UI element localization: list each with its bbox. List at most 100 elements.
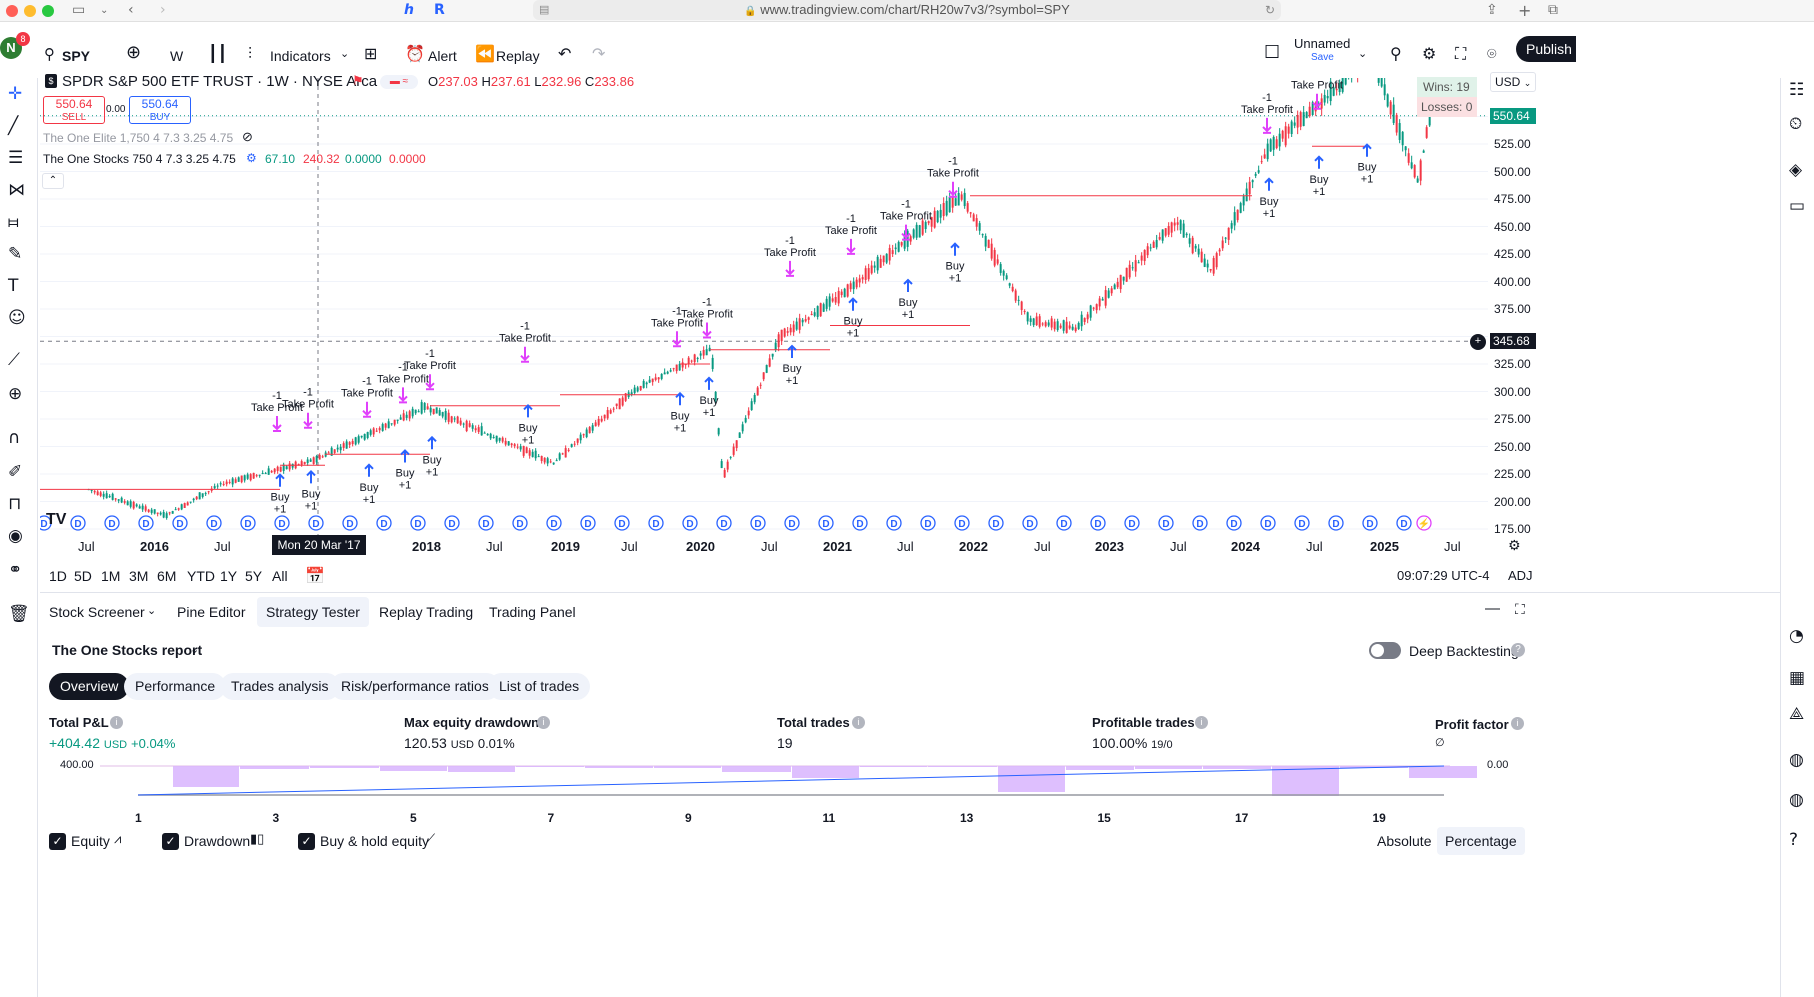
new-tab-icon[interactable]: + [1518, 1, 1532, 20]
subtab-list-of-trades[interactable]: List of trades [488, 673, 591, 700]
timeframe-all[interactable]: All [272, 568, 288, 584]
forward-icon[interactable]: › [160, 2, 166, 18]
axis-settings-icon[interactable]: ⚙ [1508, 538, 1521, 554]
minimize-window-button[interactable] [24, 5, 36, 17]
date-range-icon[interactable]: 📅 [305, 566, 325, 585]
chevron-down-icon[interactable]: ⌄ [1358, 47, 1368, 60]
info-icon[interactable]: i [1195, 716, 1208, 729]
symbol-search[interactable]: SPY [62, 48, 91, 64]
prediction-icon[interactable]: ⧦ [8, 212, 19, 232]
redo-icon[interactable]: ↷ [592, 44, 606, 63]
chevron-down-icon[interactable]: ⌄ [100, 5, 109, 16]
settings-dots-icon[interactable]: ⚙ [246, 151, 257, 165]
timeframe-1y[interactable]: 1Y [220, 568, 238, 584]
buy-button[interactable]: 550.64 BUY [129, 96, 191, 124]
zoom-window-button[interactable] [42, 5, 54, 17]
alerts-icon[interactable]: ⏲ [1789, 114, 1803, 134]
layout-name[interactable]: Unnamed [1294, 36, 1351, 51]
fib-icon[interactable]: ☰ [8, 148, 24, 168]
report-title[interactable]: The One Stocks report [52, 642, 203, 658]
templates-icon[interactable]: ⊞ [364, 44, 378, 63]
layout-save[interactable]: Save [1311, 52, 1334, 63]
link-icon[interactable]: ⚭ [8, 560, 23, 580]
layout-icon[interactable]: ☐ [1264, 42, 1281, 63]
reload-icon[interactable]: ↻ [1264, 3, 1275, 17]
watchlist-icon[interactable]: ☷ [1789, 80, 1805, 100]
interval-button[interactable]: W [170, 48, 184, 64]
eye-hidden-icon[interactable]: ⊘ [242, 129, 253, 144]
equity-checkbox[interactable]: ✓ [49, 833, 66, 850]
zoom-icon[interactable]: ⊕ [8, 384, 23, 404]
candles-icon[interactable]: ┃┃ [208, 44, 228, 63]
speed-icon[interactable]: ◔ [1789, 626, 1804, 646]
undo-icon[interactable]: ↶ [558, 44, 572, 63]
signal-icon[interactable]: ◍ [1789, 750, 1804, 770]
minimize-panel-icon[interactable]: — [1485, 600, 1500, 617]
help-icon[interactable]: ? [1789, 830, 1799, 850]
eye-icon[interactable]: ◉ [8, 526, 23, 546]
compare-symbol-icon[interactable]: ⊕ [126, 42, 142, 63]
crosshair-icon[interactable]: ✛ [8, 84, 23, 104]
subtab-overview[interactable]: Overview [49, 673, 130, 700]
indicator-2[interactable]: The One Stocks 750 4 7.3 3.25 4.75 [43, 152, 236, 166]
collapse-icon[interactable]: ▬ ≈ [380, 75, 418, 89]
panel-tab-trading-panel[interactable]: Trading Panel [489, 604, 576, 620]
tv-logo[interactable]: TV [46, 511, 67, 528]
indicator-1[interactable]: The One Elite 1,750 4 7.3 3.25 4.75 [43, 131, 234, 145]
lock-icon[interactable]: ⊓ [8, 494, 22, 514]
deep-backtesting-toggle[interactable] [1369, 642, 1401, 659]
info-icon[interactable]: ? [1511, 643, 1525, 657]
text-icon[interactable]: T [8, 276, 19, 296]
trendline-icon[interactable]: ╱ [8, 116, 19, 136]
alert-button[interactable]: Alert [428, 48, 457, 64]
info-icon[interactable]: i [1511, 717, 1524, 730]
timeframe-5d[interactable]: 5D [74, 568, 92, 584]
panel-tab-pine-editor[interactable]: Pine Editor [177, 604, 246, 620]
subtab-trades-analysis[interactable]: Trades analysis [220, 673, 340, 700]
settings-gear-icon[interactable]: ⚙ [1422, 44, 1437, 63]
maximize-panel-icon[interactable]: ⛶ [1515, 602, 1525, 618]
currency-select[interactable]: USD ⌄ [1490, 72, 1536, 92]
back-icon[interactable]: ‹ [128, 2, 134, 18]
chevron-down-icon[interactable]: ⌄ [147, 605, 157, 617]
chat-icon[interactable]: ▭ [1789, 196, 1806, 216]
panel-tab-replay-trading[interactable]: Replay Trading [379, 604, 474, 620]
trash-icon[interactable]: 🗑 [8, 604, 30, 624]
extension-r-icon[interactable]: R [434, 2, 445, 18]
chart-pane[interactable]: -1 Take Profit -1 Take Profit -1 Take Profit -… [40, 78, 1780, 648]
signal-icon-2[interactable]: ◍ [1789, 790, 1804, 810]
timeframe-1d[interactable]: 1D [49, 568, 67, 584]
timeframe-3m[interactable]: 3M [129, 568, 149, 584]
layers-icon[interactable]: ◈ [1789, 160, 1803, 180]
timeframe-5y[interactable]: 5Y [245, 568, 263, 584]
panel-tab-stock-screener[interactable]: Stock Screener [49, 604, 145, 620]
info-icon[interactable]: i [852, 716, 865, 729]
legend-collapse-button[interactable]: ⌃ [42, 173, 64, 189]
timeframe-1m[interactable]: 1M [101, 568, 121, 584]
pine-icon[interactable]: ⟁ [1789, 704, 1805, 724]
pattern-icon[interactable]: ⋈ [8, 180, 25, 200]
chevron-down-icon[interactable]: ⌄ [340, 47, 350, 60]
equity-chart[interactable] [40, 755, 1540, 830]
clock[interactable]: 09:07:29 UTC-4 [1397, 568, 1490, 583]
brush-icon[interactable]: ✎ [8, 244, 23, 264]
close-window-button[interactable] [6, 5, 18, 17]
symbol-title[interactable]: SPDR S&P 500 ETF TRUST · 1W · NYSE Arca [62, 73, 378, 90]
percentage-mode-button[interactable]: Percentage [1437, 827, 1525, 855]
subtab-risk-performance-ratios[interactable]: Risk/performance ratios [330, 673, 500, 700]
calendar-icon[interactable]: ▦ [1789, 668, 1806, 688]
absolute-mode-button[interactable]: Absolute [1377, 833, 1432, 849]
subtab-performance[interactable]: Performance [124, 673, 227, 700]
indicators-button[interactable]: Indicators [270, 48, 331, 64]
drawdown-checkbox[interactable]: ✓ [162, 833, 179, 850]
timeframe-ytd[interactable]: YTD [187, 568, 215, 584]
fullscreen-icon[interactable]: ⛶ [1455, 44, 1467, 63]
url-field[interactable]: ▤ 🔒 www.tradingview.com/chart/RH20w7v3/?… [533, 0, 1281, 20]
lock-drawing-icon[interactable]: ✐ [8, 462, 23, 482]
emoji-icon[interactable]: ☺ [8, 308, 26, 328]
timeframe-6m[interactable]: 6M [157, 568, 177, 584]
quick-search-icon[interactable]: ⚲ [1390, 44, 1402, 63]
extension-h-icon[interactable]: ℎ [404, 2, 414, 18]
info-icon[interactable]: i [110, 716, 123, 729]
